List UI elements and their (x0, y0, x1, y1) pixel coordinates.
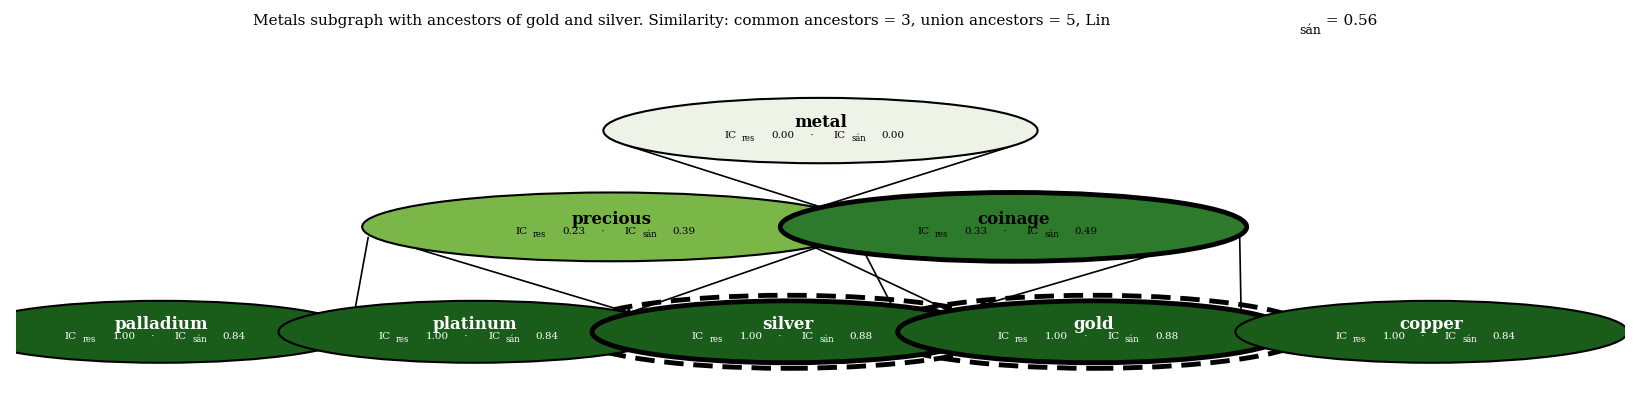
Text: 0.88: 0.88 (1155, 332, 1178, 341)
Text: ·: · (1001, 228, 1009, 236)
Text: platinum: platinum (433, 316, 517, 333)
Text: sán: sán (505, 335, 520, 344)
Text: IC: IC (998, 332, 1009, 341)
Text: ·: · (599, 228, 607, 236)
Text: IC: IC (625, 228, 637, 236)
Text: ·: · (1418, 332, 1428, 341)
Text: 0.84: 0.84 (222, 332, 245, 341)
Text: = 0.56: = 0.56 (1321, 14, 1377, 28)
Text: sán: sán (819, 335, 834, 344)
Text: copper: copper (1400, 316, 1464, 333)
Text: res: res (1352, 335, 1367, 344)
Text: IC: IC (487, 332, 501, 341)
Ellipse shape (898, 301, 1290, 363)
Text: 0.88: 0.88 (850, 332, 873, 341)
Text: palladium: palladium (115, 316, 208, 333)
Text: metal: metal (794, 114, 847, 132)
Text: 0.84: 0.84 (535, 332, 560, 341)
Text: IC: IC (1336, 332, 1347, 341)
Text: sán: sán (1462, 335, 1477, 344)
Ellipse shape (781, 192, 1247, 261)
Ellipse shape (279, 301, 671, 363)
Text: IC: IC (693, 332, 704, 341)
Text: 0.00: 0.00 (881, 131, 904, 140)
Ellipse shape (592, 301, 985, 363)
Text: 1.00: 1.00 (113, 332, 136, 341)
Text: 0.00: 0.00 (771, 131, 794, 140)
Text: 1.00: 1.00 (1383, 332, 1406, 341)
Text: ·: · (461, 332, 471, 341)
Text: IC: IC (724, 131, 737, 140)
Ellipse shape (1236, 301, 1628, 363)
Ellipse shape (363, 192, 860, 261)
Text: ·: · (775, 332, 784, 341)
Text: IC: IC (917, 228, 929, 236)
Text: precious: precious (571, 211, 651, 228)
Text: res: res (742, 134, 755, 143)
Text: sán: sán (1044, 230, 1058, 239)
Text: Metals subgraph with ancestors of gold and silver. Similarity: common ancestors : Metals subgraph with ancestors of gold a… (253, 14, 1111, 28)
Text: ·: · (1081, 332, 1090, 341)
Text: IC: IC (801, 332, 814, 341)
Text: res: res (709, 335, 724, 344)
Text: IC: IC (64, 332, 77, 341)
Text: sán: sán (852, 134, 866, 143)
Text: ·: · (148, 332, 158, 341)
Text: res: res (82, 335, 95, 344)
Text: IC: IC (1444, 332, 1457, 341)
Text: res: res (395, 335, 409, 344)
Text: IC: IC (1027, 228, 1039, 236)
Text: gold: gold (1073, 316, 1114, 333)
Text: 0.49: 0.49 (1075, 228, 1098, 236)
Text: sán: sán (1300, 24, 1321, 37)
Text: sán: sán (192, 335, 207, 344)
Text: 1.00: 1.00 (740, 332, 763, 341)
Text: sán: sán (1124, 335, 1139, 344)
Text: 0.84: 0.84 (1493, 332, 1516, 341)
Text: ·: · (807, 131, 817, 140)
Text: 0.33: 0.33 (965, 228, 988, 236)
Ellipse shape (0, 301, 358, 363)
Text: IC: IC (1108, 332, 1119, 341)
Text: res: res (533, 230, 546, 239)
Text: IC: IC (174, 332, 187, 341)
Text: res: res (1016, 335, 1029, 344)
Text: silver: silver (763, 316, 814, 333)
Text: 1.00: 1.00 (1045, 332, 1068, 341)
Text: res: res (935, 230, 948, 239)
Text: 1.00: 1.00 (427, 332, 450, 341)
Text: sán: sán (642, 230, 656, 239)
Text: IC: IC (379, 332, 391, 341)
Text: 0.23: 0.23 (563, 228, 586, 236)
Text: coinage: coinage (978, 211, 1050, 228)
Text: 0.39: 0.39 (673, 228, 696, 236)
Text: IC: IC (515, 228, 527, 236)
Text: IC: IC (834, 131, 845, 140)
Ellipse shape (604, 98, 1037, 163)
